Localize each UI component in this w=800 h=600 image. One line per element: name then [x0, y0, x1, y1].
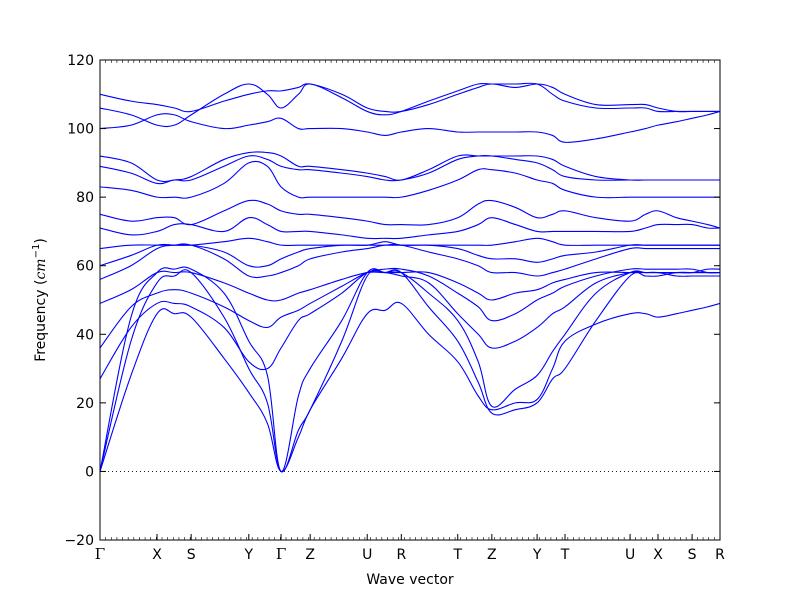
x-tick-label: X	[653, 547, 663, 563]
x-tick-label: T	[452, 547, 462, 563]
y-axis-label-text: Frequency (	[33, 280, 49, 362]
band-17	[100, 83, 720, 113]
x-tick-label: Y	[532, 547, 542, 563]
band-5	[100, 267, 720, 349]
y-axis-ticks: −20 0 20 40 60 80 100 120	[64, 53, 720, 549]
x-tick-label: U	[625, 547, 635, 563]
y-tick-label: 100	[67, 122, 94, 138]
x-tick-label: S	[187, 547, 196, 563]
y-tick-label: 60	[76, 259, 94, 275]
band-11	[100, 199, 720, 229]
band-15	[100, 110, 720, 143]
y-axis-label-unit: cm	[33, 258, 49, 279]
band-12	[100, 160, 720, 199]
band-10	[100, 217, 720, 240]
x-tick-label: Y	[244, 547, 254, 563]
band-6	[100, 270, 720, 304]
x-tick-label: Z	[305, 547, 315, 563]
y-tick-label: 0	[85, 464, 94, 480]
x-axis-label: Wave vector	[366, 572, 454, 588]
x-tick-label: Γ	[95, 545, 105, 563]
band-14	[100, 151, 720, 183]
band-1	[100, 301, 720, 472]
band-7	[100, 243, 720, 280]
phonon-bands	[100, 82, 720, 473]
x-tick-label: U	[362, 547, 372, 563]
y-tick-label: −20	[64, 533, 94, 549]
x-tick-label: R	[396, 547, 406, 563]
x-tick-label: Γ	[276, 545, 286, 563]
x-tick-label: R	[715, 547, 725, 563]
plot-frame	[99, 59, 721, 541]
x-tick-label: Z	[487, 547, 497, 563]
x-tick-label: T	[560, 547, 570, 563]
band-2	[100, 269, 720, 473]
band-16	[100, 82, 720, 128]
y-tick-label: 120	[67, 53, 94, 69]
y-tick-label: 20	[76, 396, 94, 412]
y-axis-label-close: )	[33, 238, 49, 243]
y-axis-label: Frequency (cm−1)	[31, 238, 49, 362]
y-axis-label-exponent: −1	[31, 244, 42, 259]
x-tick-label: X	[152, 547, 162, 563]
x-tick-label: S	[688, 547, 697, 563]
y-tick-label: 40	[76, 327, 94, 343]
band-9	[100, 237, 720, 250]
y-tick-label: 80	[76, 190, 94, 206]
